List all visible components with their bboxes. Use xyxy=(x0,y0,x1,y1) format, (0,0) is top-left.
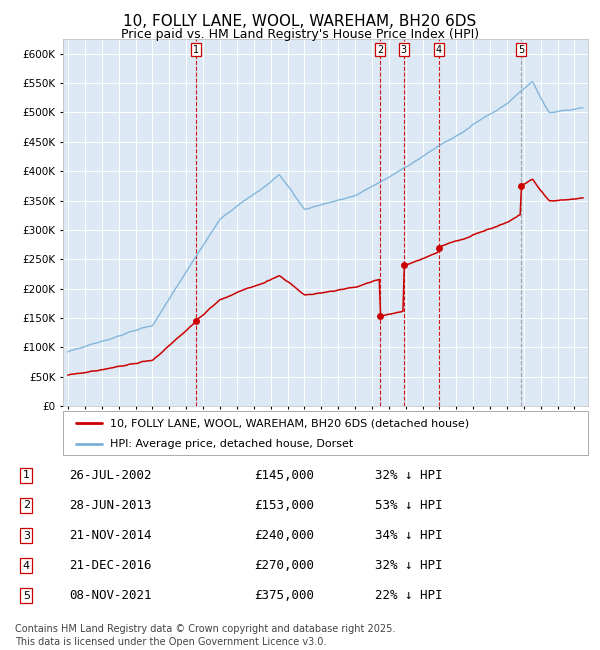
Text: 08-NOV-2021: 08-NOV-2021 xyxy=(70,590,152,603)
Text: 10, FOLLY LANE, WOOL, WAREHAM, BH20 6DS (detached house): 10, FOLLY LANE, WOOL, WAREHAM, BH20 6DS … xyxy=(110,418,469,428)
Text: 32% ↓ HPI: 32% ↓ HPI xyxy=(375,469,442,482)
Text: 32% ↓ HPI: 32% ↓ HPI xyxy=(375,559,442,572)
Text: 21-DEC-2016: 21-DEC-2016 xyxy=(70,559,152,572)
Text: Contains HM Land Registry data © Crown copyright and database right 2025.
This d: Contains HM Land Registry data © Crown c… xyxy=(15,623,395,647)
Text: £270,000: £270,000 xyxy=(254,559,314,572)
Text: 5: 5 xyxy=(518,45,524,55)
Text: £375,000: £375,000 xyxy=(254,590,314,603)
Text: 1: 1 xyxy=(23,471,30,480)
Text: 5: 5 xyxy=(23,591,30,601)
Text: 10, FOLLY LANE, WOOL, WAREHAM, BH20 6DS: 10, FOLLY LANE, WOOL, WAREHAM, BH20 6DS xyxy=(124,14,476,29)
Text: 53% ↓ HPI: 53% ↓ HPI xyxy=(375,499,442,512)
Text: 26-JUL-2002: 26-JUL-2002 xyxy=(70,469,152,482)
Text: Price paid vs. HM Land Registry's House Price Index (HPI): Price paid vs. HM Land Registry's House … xyxy=(121,28,479,41)
Text: 2: 2 xyxy=(23,500,30,510)
Text: 3: 3 xyxy=(23,530,30,541)
Text: 1: 1 xyxy=(193,45,199,55)
Text: 4: 4 xyxy=(23,561,30,571)
Text: 34% ↓ HPI: 34% ↓ HPI xyxy=(375,529,442,542)
Text: 22% ↓ HPI: 22% ↓ HPI xyxy=(375,590,442,603)
Text: HPI: Average price, detached house, Dorset: HPI: Average price, detached house, Dors… xyxy=(110,439,353,449)
Text: 21-NOV-2014: 21-NOV-2014 xyxy=(70,529,152,542)
FancyBboxPatch shape xyxy=(63,411,588,455)
Text: 3: 3 xyxy=(401,45,407,55)
Text: 2: 2 xyxy=(377,45,383,55)
Text: £145,000: £145,000 xyxy=(254,469,314,482)
Text: 28-JUN-2013: 28-JUN-2013 xyxy=(70,499,152,512)
Text: £153,000: £153,000 xyxy=(254,499,314,512)
Text: 4: 4 xyxy=(436,45,442,55)
Text: £240,000: £240,000 xyxy=(254,529,314,542)
